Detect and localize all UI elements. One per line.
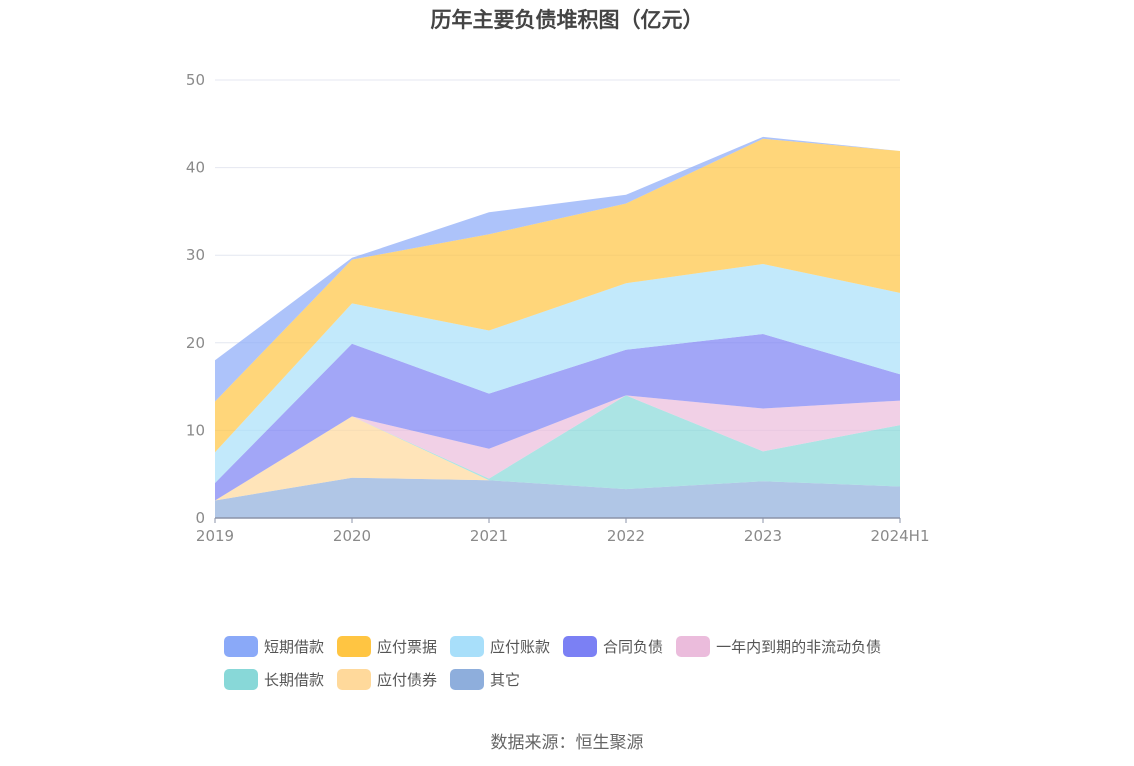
legend-swatch (224, 636, 258, 657)
y-tick-label: 40 (186, 159, 205, 177)
x-tick-label: 2022 (607, 527, 645, 545)
chart-plot: 0 10 20 30 40 50 2019 2020 2021 2022 2023 2024H1 (186, 71, 930, 545)
y-tick-label: 20 (186, 334, 205, 352)
legend-item[interactable]: 应付债券 (337, 669, 437, 690)
y-tick-label: 30 (186, 246, 205, 264)
legend-row: 长期借款 应付债券 其它 (224, 663, 944, 696)
area-series-6[interactable] (215, 138, 900, 453)
chart-title: 历年主要负债堆积图（亿元） (430, 8, 704, 32)
legend-label: 其它 (490, 671, 521, 689)
legend-swatch (563, 636, 598, 657)
legend: 短期借款 应付票据 应付账款 合同负债 一年内到期的非流动负债 长期借款 应付债券 其它 (224, 630, 944, 696)
area-series-5[interactable] (215, 264, 900, 483)
legend-swatch (337, 636, 372, 657)
area-series-0[interactable] (215, 477, 900, 518)
legend-label: 应付债券 (377, 671, 438, 689)
legend-swatch (337, 669, 372, 690)
y-tick-label: 50 (186, 71, 205, 89)
y-tick-label: 10 (186, 421, 205, 439)
area-series-1[interactable] (215, 416, 900, 501)
area-series-4[interactable] (215, 334, 900, 501)
legend-swatch (224, 669, 258, 690)
area-series-3[interactable] (215, 395, 900, 501)
legend-swatch (450, 636, 485, 657)
x-tick-label: 2021 (470, 527, 508, 545)
x-tick-label: 2020 (333, 527, 371, 545)
legend-item[interactable]: 其它 (450, 669, 520, 690)
axes: 0 10 20 30 40 50 2019 2020 2021 2022 2023 2024H1 (186, 71, 930, 545)
y-tick-label: 0 (195, 509, 205, 527)
legend-label: 应付账款 (490, 638, 551, 656)
legend-label: 一年内到期的非流动负债 (716, 638, 882, 656)
legend-item[interactable]: 短期借款 (224, 636, 324, 657)
legend-label: 长期借款 (264, 671, 325, 689)
legend-item[interactable]: 应付票据 (337, 636, 437, 657)
source-note: 数据来源：恒生聚源 (490, 733, 644, 753)
x-tick-label: 2024H1 (871, 527, 930, 545)
x-tick-label: 2019 (196, 527, 234, 545)
legend-row: 短期借款 应付票据 应付账款 合同负债 一年内到期的非流动负债 (224, 630, 944, 663)
legend-label: 应付票据 (377, 638, 438, 656)
legend-item[interactable]: 应付账款 (450, 636, 550, 657)
legend-item[interactable]: 一年内到期的非流动负债 (676, 636, 881, 657)
legend-item[interactable]: 合同负债 (563, 636, 663, 657)
legend-label: 短期借款 (264, 638, 325, 656)
legend-item[interactable]: 长期借款 (224, 669, 324, 690)
stacked-areas (215, 136, 900, 518)
x-tick-label: 2023 (744, 527, 782, 545)
legend-swatch (676, 636, 711, 657)
legend-label: 合同负债 (603, 638, 664, 656)
area-series-2[interactable] (215, 395, 900, 501)
legend-swatch (450, 669, 485, 690)
